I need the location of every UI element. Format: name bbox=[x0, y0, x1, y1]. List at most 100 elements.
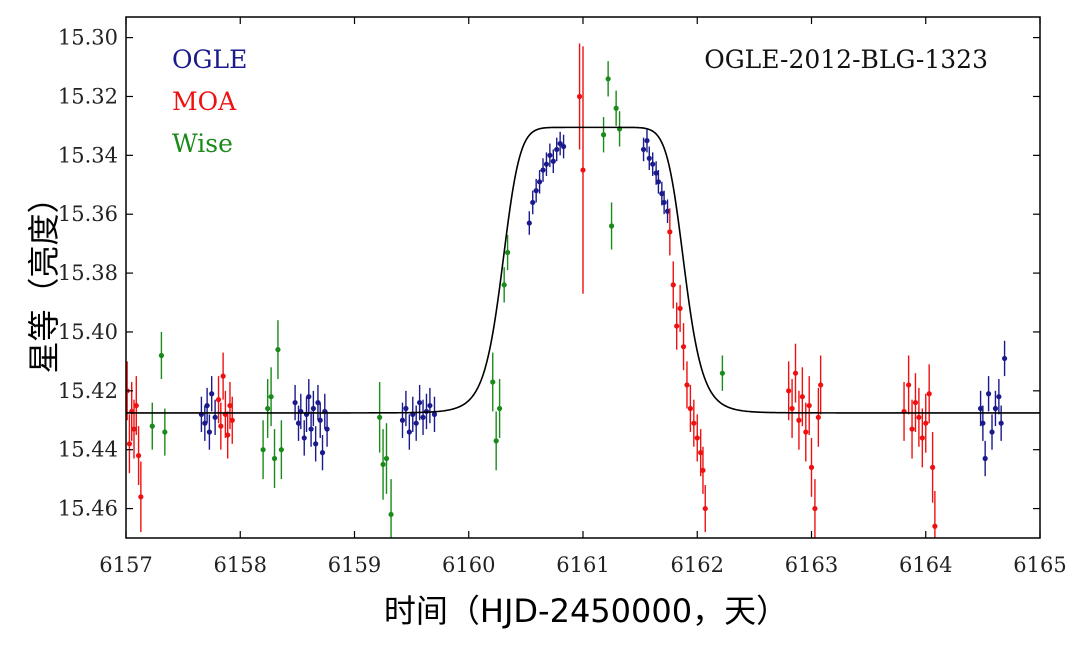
data-point bbox=[271, 455, 278, 462]
data-point bbox=[530, 199, 536, 206]
data-point bbox=[209, 391, 215, 397]
series-ogle bbox=[198, 128, 1008, 477]
data-point bbox=[580, 167, 586, 173]
data-point bbox=[926, 391, 932, 397]
data-point bbox=[406, 429, 412, 435]
y-axis-title: 星等（亮度） bbox=[25, 181, 63, 373]
data-point bbox=[560, 143, 567, 150]
data-point bbox=[919, 435, 925, 441]
data-point bbox=[540, 167, 546, 173]
data-point bbox=[608, 223, 615, 229]
y-tick-label: 15.30 bbox=[58, 26, 118, 50]
data-point bbox=[536, 179, 543, 185]
data-point bbox=[218, 423, 224, 429]
data-point bbox=[985, 391, 992, 397]
data-point bbox=[640, 146, 647, 153]
data-point bbox=[661, 199, 667, 206]
x-tick-label: 6164 bbox=[899, 553, 952, 577]
data-point bbox=[980, 420, 986, 426]
data-point bbox=[403, 405, 409, 412]
legend-entry-moa: MOA bbox=[172, 87, 237, 116]
y-tick-label: 15.46 bbox=[58, 497, 118, 521]
data-point bbox=[650, 161, 656, 167]
data-point bbox=[916, 414, 922, 420]
data-point bbox=[684, 382, 690, 388]
data-point bbox=[135, 452, 142, 459]
data-point bbox=[388, 511, 394, 518]
data-point bbox=[923, 420, 929, 426]
x-tick-label: 6163 bbox=[785, 553, 838, 577]
data-point bbox=[799, 394, 805, 400]
data-point bbox=[930, 464, 936, 470]
data-point bbox=[319, 450, 326, 456]
y-tick-label: 15.34 bbox=[58, 143, 118, 167]
data-point bbox=[149, 423, 155, 429]
data-point bbox=[687, 405, 693, 412]
data-point bbox=[786, 388, 792, 394]
data-point bbox=[268, 394, 274, 400]
legend-entry-ogle: OGLE bbox=[172, 45, 247, 74]
y-tick-label: 15.36 bbox=[58, 202, 118, 226]
data-point bbox=[646, 155, 652, 161]
data-point bbox=[138, 494, 144, 500]
data-point bbox=[313, 441, 319, 447]
x-tick-label: 6160 bbox=[442, 553, 495, 577]
data-point bbox=[377, 414, 383, 420]
x-tick-label: 6165 bbox=[1013, 553, 1066, 577]
data-point bbox=[996, 394, 1002, 400]
data-point bbox=[554, 146, 560, 153]
data-point bbox=[126, 441, 133, 447]
data-point bbox=[543, 161, 550, 167]
data-point bbox=[1001, 355, 1008, 362]
y-tick-label: 15.32 bbox=[58, 84, 118, 108]
data-point bbox=[792, 370, 799, 376]
data-point bbox=[399, 417, 406, 423]
data-point bbox=[796, 417, 802, 423]
axis-ticks: 6157 6158 6159 6160 6161 6162 6163 6164 6165 15.3… bbox=[58, 17, 1067, 577]
data-point bbox=[158, 352, 165, 359]
x-tick-label: 6158 bbox=[214, 553, 267, 577]
data-point bbox=[906, 382, 912, 388]
series-moa bbox=[126, 43, 938, 538]
data-point bbox=[655, 179, 662, 185]
data-point bbox=[674, 323, 680, 329]
data-point bbox=[909, 426, 915, 432]
y-axis-title-group: 星等（亮度） bbox=[25, 181, 63, 373]
data-point bbox=[204, 402, 210, 409]
data-point bbox=[803, 429, 809, 435]
x-tick-label: 6162 bbox=[671, 553, 724, 577]
y-tick-label: 15.40 bbox=[58, 320, 118, 344]
legend: OGLE MOA Wise bbox=[172, 45, 247, 158]
data-point bbox=[982, 455, 988, 462]
data-point bbox=[702, 505, 708, 512]
data-point bbox=[215, 397, 222, 403]
data-point bbox=[380, 461, 386, 468]
data-point bbox=[694, 435, 700, 441]
data-point bbox=[265, 405, 271, 412]
data-point bbox=[490, 379, 496, 385]
x-axis-title: 时间（HJD-2450000，天） bbox=[384, 592, 788, 630]
data-point bbox=[576, 93, 583, 100]
data-point bbox=[815, 414, 821, 420]
data-point bbox=[677, 305, 683, 312]
data-point bbox=[202, 420, 208, 426]
data-point bbox=[131, 426, 137, 432]
data-point bbox=[275, 347, 281, 353]
data-point bbox=[133, 402, 139, 409]
data-point bbox=[315, 399, 321, 406]
data-point bbox=[557, 140, 563, 147]
data-point bbox=[989, 429, 995, 435]
data-point bbox=[912, 399, 919, 406]
data-point bbox=[680, 344, 687, 350]
data-point bbox=[653, 170, 659, 176]
data-point bbox=[310, 405, 316, 412]
data-point bbox=[664, 208, 671, 214]
data-point bbox=[301, 435, 307, 441]
data-point bbox=[229, 417, 235, 423]
data-point bbox=[644, 138, 650, 144]
data-point bbox=[613, 105, 619, 111]
data-point bbox=[818, 382, 824, 388]
data-point bbox=[526, 220, 532, 226]
data-point bbox=[162, 429, 168, 435]
